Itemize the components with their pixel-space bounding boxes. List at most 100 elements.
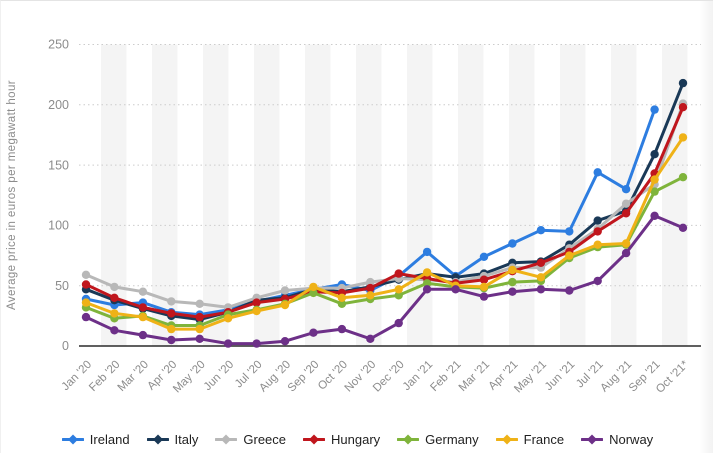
data-point (167, 309, 176, 318)
legend-marker-icon (303, 434, 326, 445)
data-point (81, 280, 91, 289)
data-point (138, 287, 148, 296)
legend-item-greece[interactable]: Greece (215, 432, 286, 447)
series-france (81, 133, 688, 334)
x-tick-label: May '21 (512, 359, 549, 396)
data-point (621, 209, 631, 218)
data-point (422, 279, 432, 288)
legend-label: Germany (425, 432, 479, 447)
data-point (110, 326, 119, 335)
data-point (167, 335, 176, 345)
legend-label: Italy (174, 432, 199, 447)
x-tick-label: Mar '20 (116, 359, 151, 394)
x-tick-label: Dec '20 (371, 359, 407, 395)
data-point (223, 314, 233, 323)
y-tick-label: 50 (55, 279, 69, 293)
legend-marker-icon (146, 434, 169, 445)
data-point (394, 285, 403, 294)
x-tick-label: Sep '20 (286, 359, 322, 395)
data-point (536, 258, 546, 267)
data-point (650, 211, 659, 220)
data-point (195, 324, 204, 334)
data-point (536, 285, 546, 294)
data-point (366, 283, 375, 293)
legend-item-hungary[interactable]: Hungary (303, 432, 380, 447)
data-point (621, 199, 631, 208)
y-tick-label: 100 (48, 219, 69, 233)
x-tick-label: Jun '20 (202, 359, 236, 393)
data-point (110, 293, 119, 302)
legend-item-italy[interactable]: Italy (146, 432, 199, 447)
data-point (167, 324, 176, 334)
data-point (81, 312, 91, 322)
data-point (252, 339, 261, 348)
data-point (593, 240, 602, 249)
data-point (451, 285, 460, 294)
data-point (508, 277, 517, 287)
series-hungary (81, 103, 688, 322)
data-point (195, 334, 204, 343)
data-point (565, 251, 574, 260)
data-point (650, 105, 659, 114)
legend-item-ireland[interactable]: Ireland (61, 432, 130, 447)
data-point (565, 286, 574, 295)
legend-label: France (523, 432, 565, 447)
data-point (593, 276, 602, 286)
data-point (678, 173, 688, 182)
x-tick-label: Mar '21 (457, 359, 492, 394)
x-tick-label: Feb '21 (428, 359, 463, 394)
data-point (337, 324, 347, 334)
data-point (536, 226, 546, 235)
data-point (81, 298, 91, 307)
data-point (508, 265, 517, 275)
data-point (138, 330, 148, 340)
data-point (593, 216, 602, 225)
data-point (479, 252, 489, 261)
background-stripes (101, 44, 688, 346)
data-point (678, 103, 688, 112)
data-point (508, 239, 517, 248)
legend-item-norway[interactable]: Norway (581, 432, 653, 447)
legend-item-germany[interactable]: Germany (397, 432, 479, 447)
y-tick-label: 200 (48, 98, 69, 112)
data-point (223, 339, 233, 348)
data-point (593, 168, 602, 177)
legend-marker-icon (397, 434, 420, 445)
x-tick-label: Oct '21* (654, 358, 692, 396)
data-point (138, 312, 148, 322)
legend-label: Ireland (89, 432, 130, 447)
data-point (479, 282, 489, 292)
data-point (337, 299, 347, 308)
data-point (422, 247, 432, 257)
x-tick-label: Jun '21 (543, 359, 577, 393)
data-point (565, 227, 574, 236)
price-line-chart: 0 50 100 150 200 250 Average price in euros pe… (6, 38, 701, 396)
data-point (195, 299, 204, 308)
data-point (195, 312, 204, 322)
data-point (366, 291, 375, 300)
chart-legend: Ireland Italy Greece Hungary Germany France No… (1, 432, 713, 447)
data-point (394, 291, 403, 300)
legend-marker-icon (215, 434, 238, 445)
data-point (650, 187, 659, 196)
data-point (621, 185, 631, 194)
legend-label: Norway (609, 432, 654, 447)
y-axis: 0 50 100 150 200 250 Average price in euros pe… (6, 38, 701, 353)
series-norway (81, 211, 688, 348)
data-point (366, 334, 375, 343)
x-tick-label: Feb '20 (87, 359, 122, 394)
data-point (508, 287, 517, 296)
legend-item-france[interactable]: France (495, 432, 565, 447)
data-point (280, 286, 290, 295)
legend-label: Hungary (331, 432, 381, 447)
data-point (280, 300, 290, 310)
y-axis-title: Average price in euros per megawatt hour (6, 80, 18, 310)
legend-marker-icon (581, 434, 604, 445)
data-point (479, 275, 489, 284)
data-point (678, 78, 688, 88)
data-point (309, 288, 318, 298)
data-point (422, 268, 432, 277)
data-point (252, 298, 261, 307)
